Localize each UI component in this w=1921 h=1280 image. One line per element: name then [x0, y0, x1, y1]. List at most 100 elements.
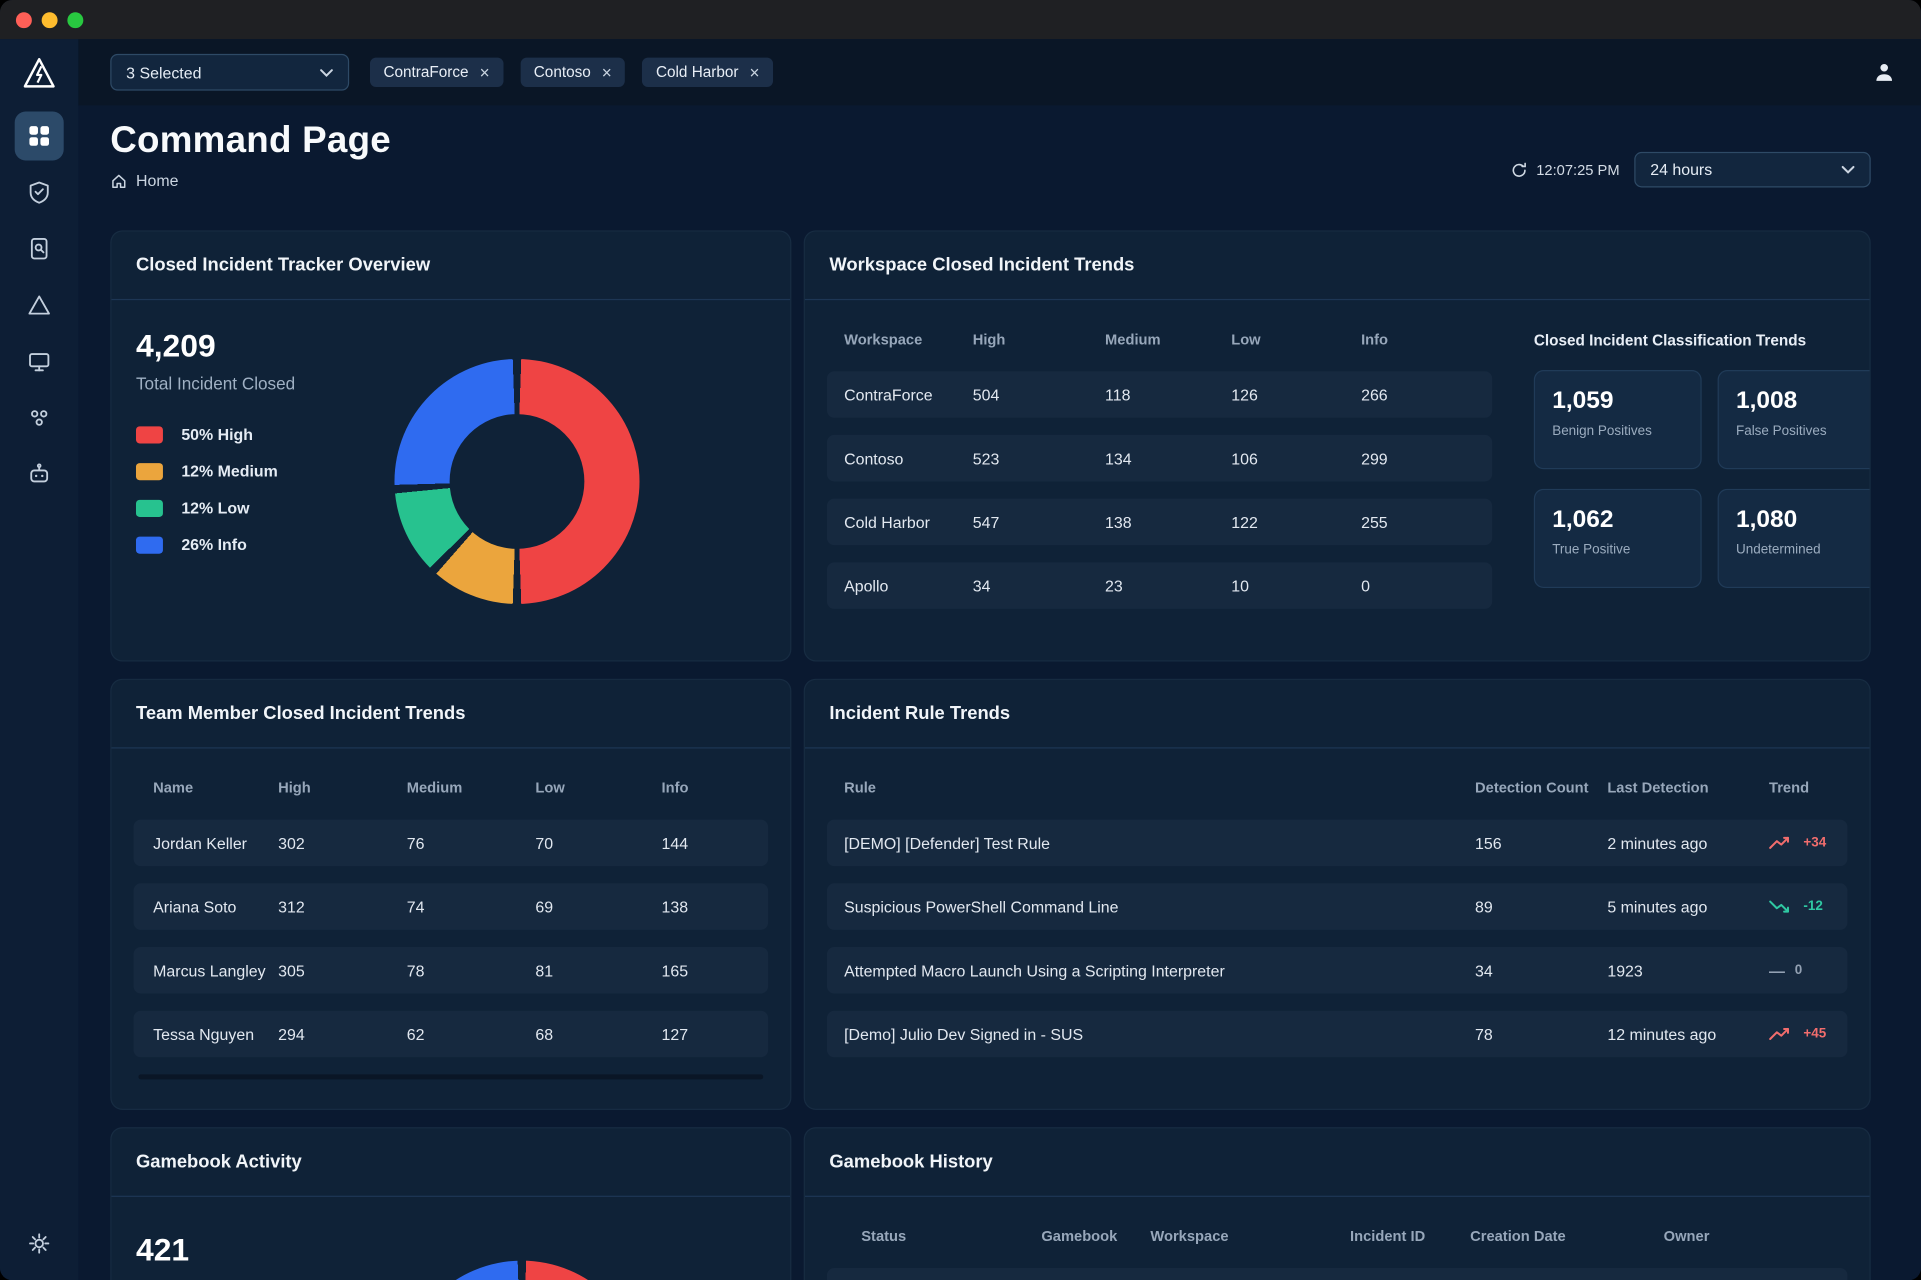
table-row[interactable]: Marcus Langley 305 78 81 165: [134, 947, 769, 994]
cell-high: 294: [278, 1025, 407, 1043]
sidebar-item-command[interactable]: [15, 111, 64, 160]
home-icon: [110, 172, 127, 189]
cell-medium: 23: [1105, 576, 1231, 594]
sidebar-item-alerts[interactable]: [15, 281, 64, 330]
workspace-trends-card: Workspace Closed Incident Trends Workspa…: [804, 230, 1871, 661]
close-icon[interactable]: ×: [602, 64, 612, 81]
cell-low: 106: [1231, 449, 1361, 467]
col-low: Low: [1231, 331, 1361, 348]
cell-workspace: ContraForce: [827, 385, 973, 403]
stat-true-positive: 1,062 True Positive: [1534, 489, 1702, 588]
workspace-select[interactable]: 3 Selected: [110, 54, 349, 91]
workspace-chip[interactable]: Contoso ×: [520, 58, 625, 87]
legend-label: 12% Low: [181, 499, 249, 517]
workspace-chip[interactable]: Cold Harbor ×: [642, 58, 773, 87]
cell-rule: Attempted Macro Launch Using a Scripting…: [827, 961, 1475, 979]
table-row[interactable]: Suspicious PowerShell Command Line 89 5 …: [827, 883, 1848, 930]
page-title: Command Page: [110, 120, 391, 162]
sidebar-item-security[interactable]: [15, 168, 64, 217]
table-row[interactable]: Cold Harbor 547 138 122 255: [827, 499, 1492, 546]
card-title: Gamebook Activity: [136, 1152, 302, 1173]
cell-high: 523: [973, 449, 1105, 467]
refresh-clock[interactable]: 12:07:25 PM: [1510, 161, 1619, 178]
cell-last-detection: 12 minutes ago: [1607, 1025, 1769, 1043]
cell-info: 255: [1361, 513, 1492, 531]
cell-high: 312: [278, 897, 407, 915]
shield-icon: [27, 180, 52, 205]
user-menu-button[interactable]: [1872, 60, 1897, 85]
cell-high: 504: [973, 385, 1105, 403]
table-row[interactable]: Apollo 34 23 10 0: [827, 562, 1492, 609]
cell-medium: 138: [1105, 513, 1231, 531]
cell-workspace: Apollo: [827, 576, 973, 594]
cell-name: Tessa Nguyen: [134, 1025, 279, 1043]
cell-rule: [DEMO] [Defender] Test Rule: [827, 834, 1475, 852]
sidebar: [0, 39, 78, 1280]
zoom-window-button[interactable]: [67, 12, 83, 28]
sidebar-item-endpoints[interactable]: [15, 337, 64, 386]
legend-item: 12% Low: [136, 499, 295, 517]
classification-trends-title: Closed Incident Classification Trends: [1534, 332, 1871, 349]
legend-item: 50% High: [136, 425, 295, 443]
closed-incident-overview-card: Closed Incident Tracker Overview 4,209 T…: [110, 230, 791, 661]
table-row[interactable]: [827, 1268, 1848, 1280]
horizontal-scrollbar[interactable]: [138, 1074, 763, 1079]
cell-info: 144: [662, 834, 769, 852]
workspace-chip[interactable]: ContraForce ×: [370, 58, 503, 87]
time-range-select[interactable]: 24 hours: [1634, 152, 1870, 188]
gamebook-history-table: Status Gamebook Workspace Incident ID Cr…: [805, 1197, 1870, 1280]
alert-triangle-icon: [27, 293, 52, 318]
table-row[interactable]: [Demo] Julio Dev Signed in - SUS 78 12 m…: [827, 1011, 1848, 1058]
sidebar-item-teams[interactable]: [15, 393, 64, 442]
cell-last-detection: 1923: [1607, 961, 1769, 979]
table-row[interactable]: Attempted Macro Launch Using a Scripting…: [827, 947, 1848, 994]
cell-medium: 134: [1105, 449, 1231, 467]
bot-icon: [27, 462, 52, 487]
legend-swatch-high: [136, 426, 163, 443]
card-title: Gamebook History: [829, 1152, 992, 1173]
close-icon[interactable]: ×: [480, 64, 490, 81]
table-row[interactable]: Tessa Nguyen 294 62 68 127: [134, 1011, 769, 1058]
cell-detection-count: 34: [1475, 961, 1607, 979]
card-title: Incident Rule Trends: [829, 703, 1010, 724]
cell-low: 70: [535, 834, 661, 852]
cell-detection-count: 89: [1475, 897, 1607, 915]
cell-info: 165: [662, 961, 769, 979]
sidebar-item-investigations[interactable]: [15, 224, 64, 273]
breadcrumb[interactable]: Home: [110, 172, 391, 190]
chevron-down-icon: [1841, 165, 1854, 174]
table-row[interactable]: ContraForce 504 118 126 266: [827, 371, 1492, 418]
close-window-button[interactable]: [16, 12, 32, 28]
table-row[interactable]: Jordan Keller 302 76 70 144: [134, 820, 769, 867]
table-row[interactable]: [DEMO] [Defender] Test Rule 156 2 minute…: [827, 820, 1848, 867]
col-workspace: Workspace: [1150, 1228, 1350, 1245]
close-icon[interactable]: ×: [750, 64, 760, 81]
incident-rule-trends-card: Incident Rule Trends Rule Detection Coun…: [804, 679, 1871, 1110]
table-row[interactable]: Contoso 523 134 106 299: [827, 435, 1492, 482]
cell-high: 34: [973, 576, 1105, 594]
stat-label: False Positives: [1736, 424, 1867, 439]
col-high: High: [973, 331, 1105, 348]
table-header: Rule Detection Count Last Detection Tren…: [827, 771, 1848, 805]
cell-high: 302: [278, 834, 407, 852]
app-logo[interactable]: [15, 49, 64, 98]
trend-up-icon: [1769, 1027, 1794, 1042]
table-row[interactable]: Ariana Soto 312 74 69 138: [134, 883, 769, 930]
sidebar-item-automation[interactable]: [15, 450, 64, 499]
col-info: Info: [1361, 331, 1492, 348]
cell-info: 266: [1361, 385, 1492, 403]
cell-info: 127: [662, 1025, 769, 1043]
trend-delta: -12: [1803, 899, 1822, 914]
total-incidents-label: Total Incident Closed: [136, 374, 295, 394]
col-detection-count: Detection Count: [1475, 779, 1607, 796]
col-medium: Medium: [407, 779, 536, 796]
minimize-window-button[interactable]: [42, 12, 58, 28]
stat-value: 1,062: [1552, 506, 1683, 534]
cell-last-detection: 2 minutes ago: [1607, 834, 1769, 852]
breadcrumb-label: Home: [136, 172, 178, 190]
col-gamebook: Gamebook: [1041, 1228, 1150, 1245]
classification-trends-panel: Closed Incident Classification Trends 1,…: [1534, 322, 1871, 626]
cell-info: 299: [1361, 449, 1492, 467]
team-trends-card: Team Member Closed Incident Trends Name …: [110, 679, 791, 1110]
sidebar-item-settings[interactable]: [15, 1219, 64, 1268]
